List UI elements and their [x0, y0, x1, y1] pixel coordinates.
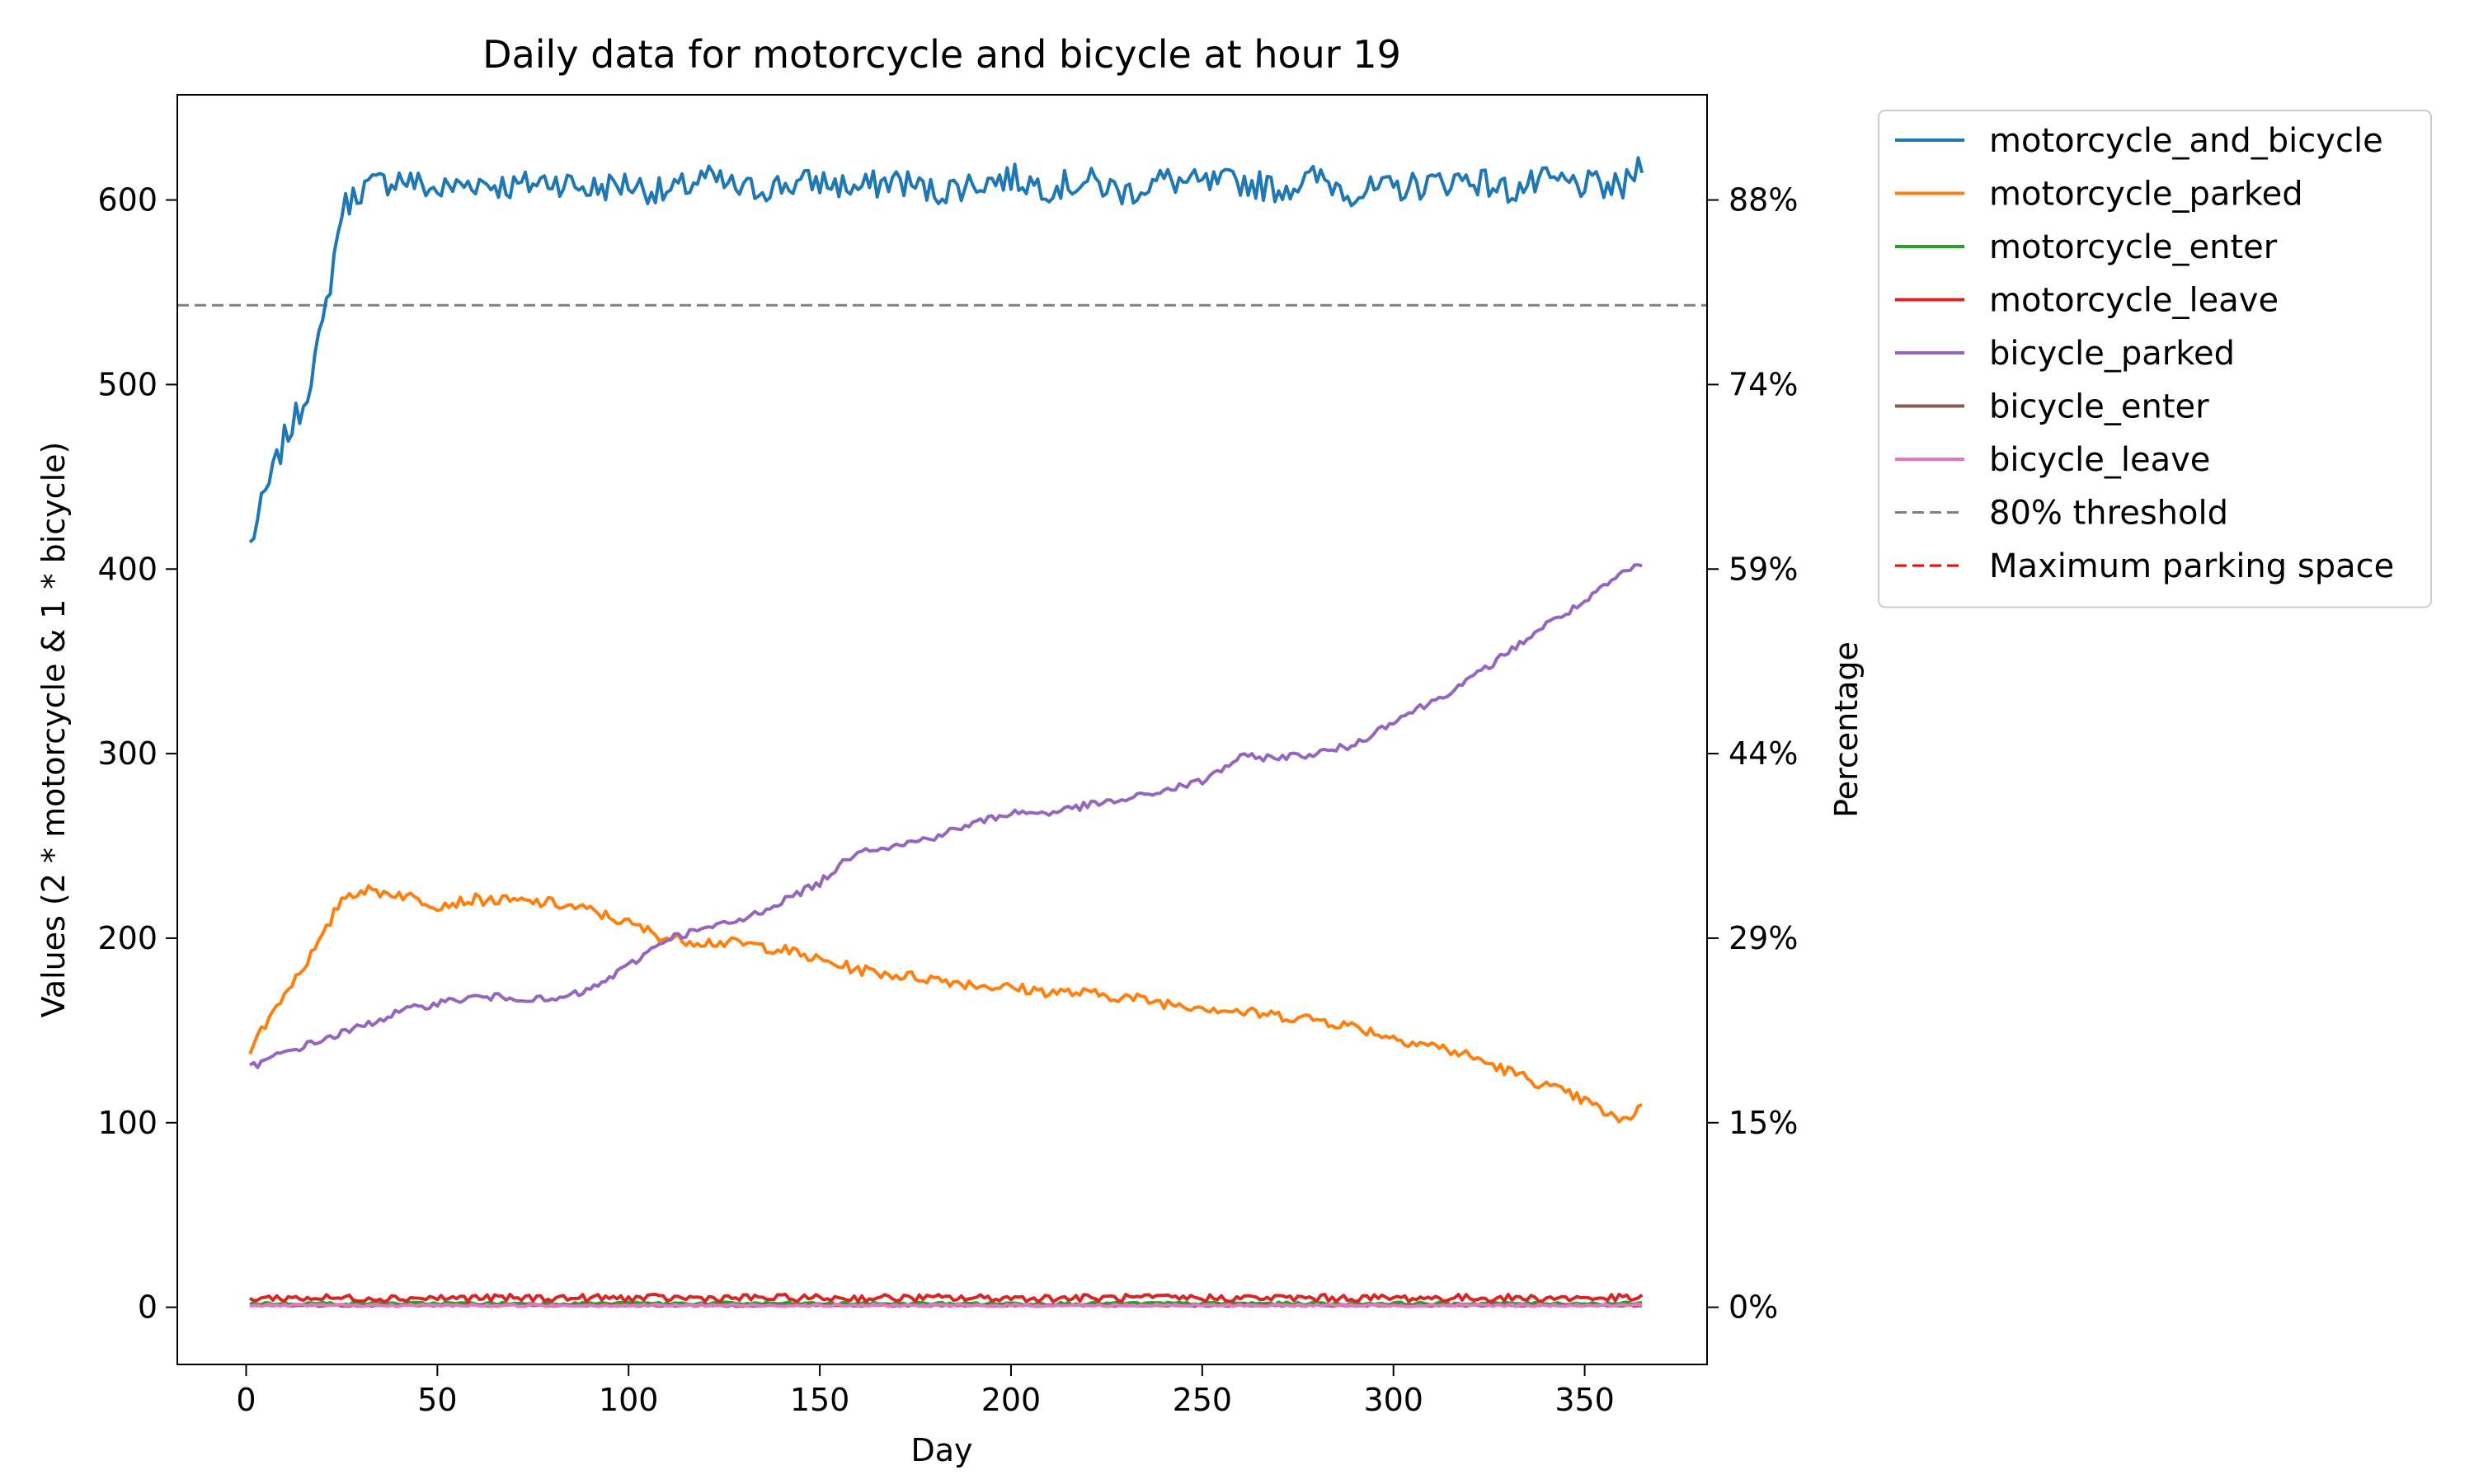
x-tick-label: 0 [236, 1382, 256, 1418]
y2-tick-label: 74% [1729, 366, 1798, 402]
y-tick-label: 0 [138, 1289, 158, 1326]
x-tick-label: 350 [1554, 1382, 1615, 1418]
series-line-motorcycle-parked [248, 884, 1643, 1124]
x-tick-label: 300 [1363, 1382, 1423, 1418]
legend-label-motorcycle-leave: motorcycle_leave [1989, 282, 2279, 320]
y-tick-label: 300 [97, 735, 158, 772]
chart-title: Daily data for motorcycle and bicycle at… [482, 32, 1401, 77]
x-tick-label: 200 [981, 1382, 1042, 1418]
series-line-bicycle-parked [249, 563, 1643, 1069]
y2-tick-label: 15% [1729, 1105, 1798, 1141]
plot-lines [177, 156, 1707, 1308]
x-tick-label: 150 [790, 1382, 850, 1418]
y-tick-label: 200 [97, 920, 158, 956]
y2-axis: 0% 15% 29% 44% 59% 74% 88% [1707, 182, 1798, 1326]
series-line-motorcycle-leave [249, 1292, 1644, 1303]
legend-box [1878, 110, 2432, 608]
y-tick-label: 400 [97, 551, 158, 587]
y2-tick-label: 59% [1729, 551, 1798, 587]
x-tick-label: 50 [417, 1382, 457, 1418]
legend-label-bicycle-enter: bicycle_enter [1989, 388, 2209, 426]
series-line-bicycle-leave [249, 1303, 1643, 1308]
legend-label-maximum-parking-space: Maximum parking space [1989, 547, 2394, 585]
plot-frame [176, 94, 1708, 1365]
x-axis-label: Day [910, 1432, 972, 1468]
y-tick-label: 500 [97, 366, 158, 402]
y2-tick-label: 88% [1729, 182, 1798, 218]
y-tick-label: 100 [97, 1105, 158, 1141]
y-axis: 0 100 200 300 400 500 600 [97, 182, 177, 1326]
y2-tick-label: 0% [1729, 1289, 1778, 1326]
x-tick-label: 100 [599, 1382, 659, 1418]
legend-label-motorcycle-and-bicycle: motorcycle_and_bicycle [1989, 122, 2383, 160]
y2-tick-label: 44% [1729, 735, 1798, 772]
y2-axis-label: Percentage [1828, 641, 1865, 818]
x-axis: 0 50 100 150 200 250 300 350 [236, 1364, 1615, 1418]
legend-label-bicycle-leave: bicycle_leave [1989, 441, 2210, 479]
y2-tick-label: 29% [1729, 920, 1798, 956]
y-tick-label: 600 [97, 182, 158, 218]
legend-label-bicycle-parked: bicycle_parked [1989, 335, 2235, 373]
y-axis-label: Values (2 * motorcycle & 1 * bicycle) [35, 442, 72, 1018]
series-line-motorcycle-and-bicycle [248, 156, 1644, 544]
legend-label-motorcycle-parked: motorcycle_parked [1989, 176, 2303, 214]
x-tick-label: 250 [1173, 1382, 1233, 1418]
legend-label-motorcycle-enter: motorcycle_enter [1989, 228, 2278, 266]
legend-label-80-threshold: 80% threshold [1989, 495, 2228, 533]
legend: motorcycle_and_bicycle motorcycle_parkedm… [1878, 110, 2432, 608]
